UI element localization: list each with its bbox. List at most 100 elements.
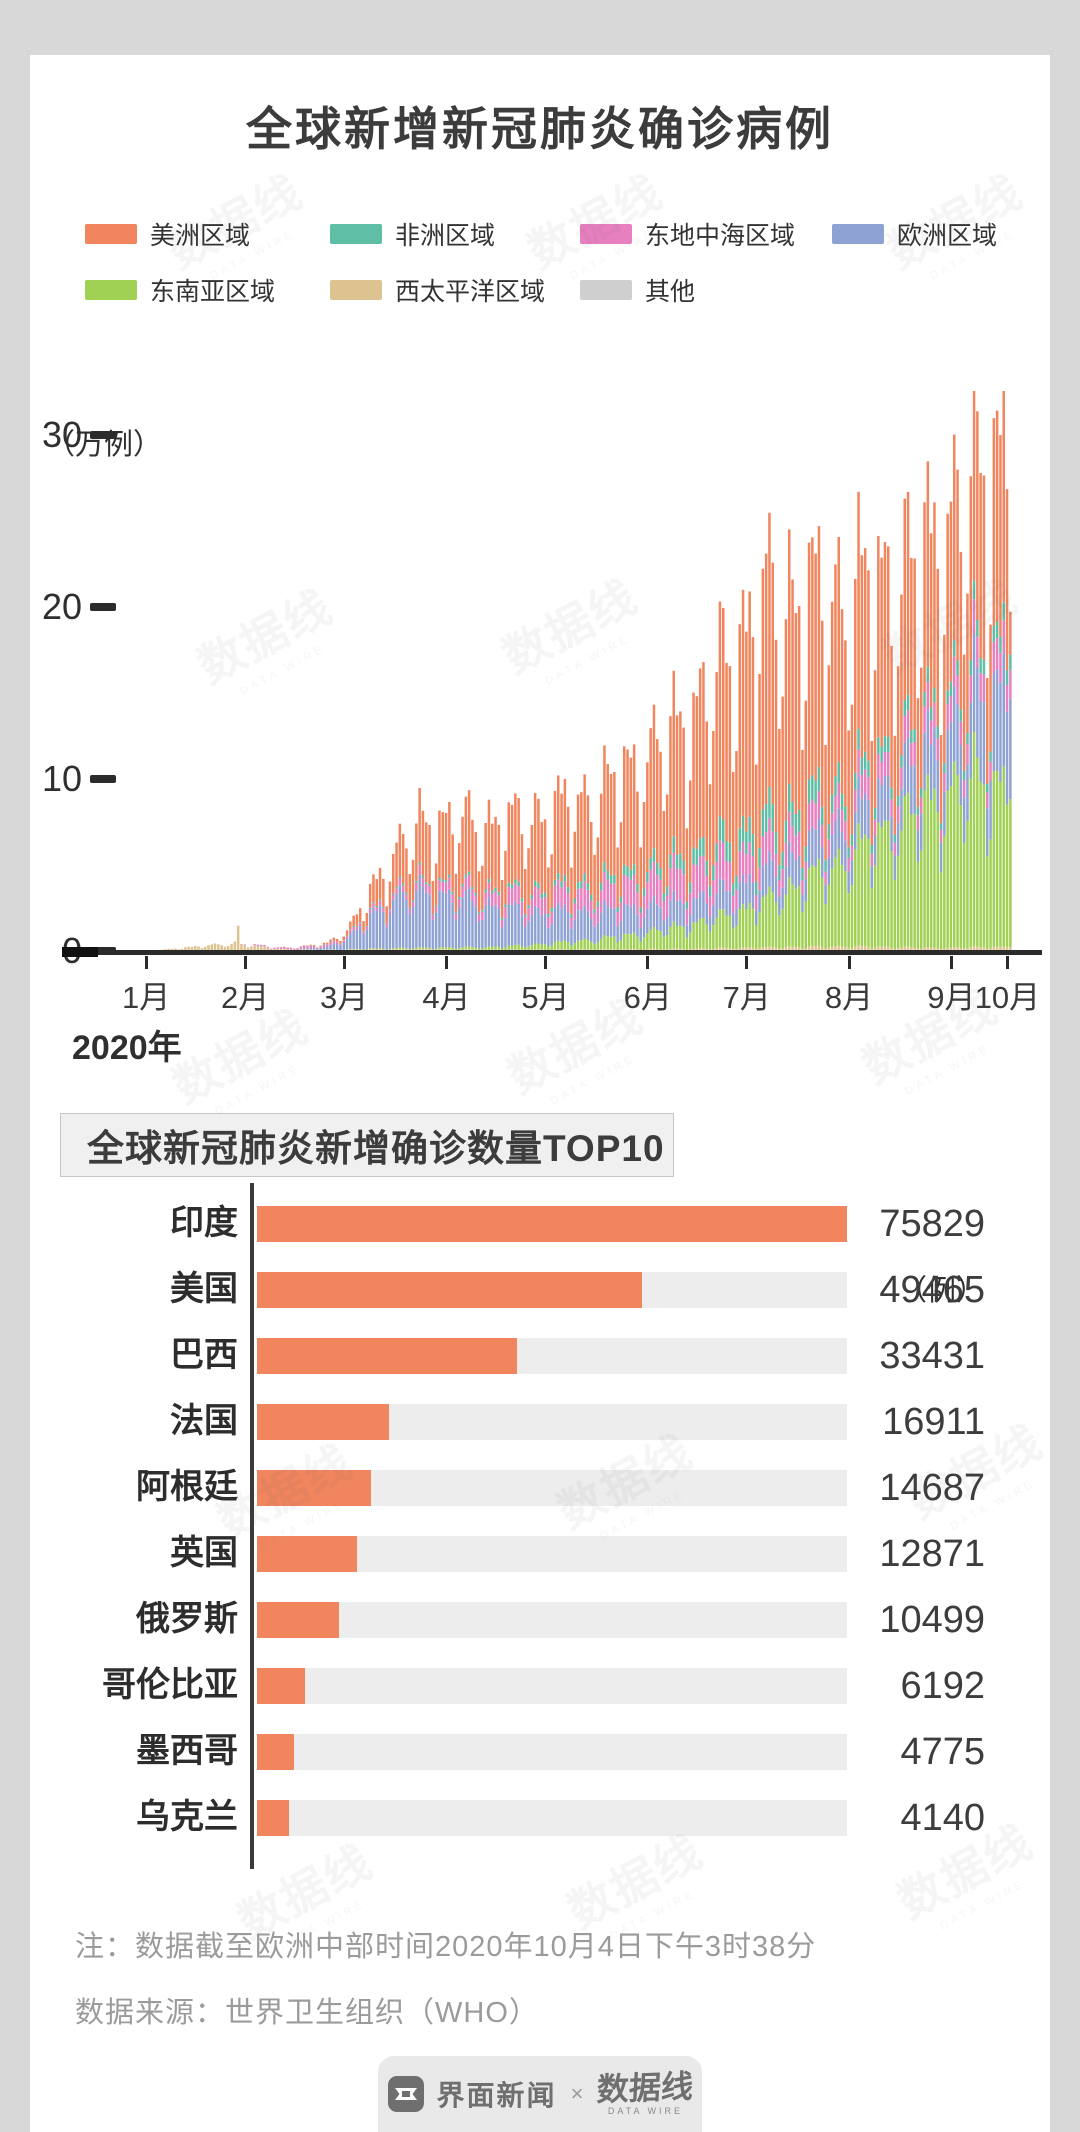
bar-segment bbox=[956, 774, 959, 948]
bar-segment bbox=[847, 857, 850, 872]
bar-segment bbox=[543, 892, 547, 898]
bar-segment bbox=[583, 905, 586, 939]
bar-segment bbox=[738, 947, 741, 951]
bar-segment bbox=[870, 844, 873, 854]
bar-segment bbox=[903, 498, 906, 701]
top10-title: 全球新冠肺炎新增确诊数量TOP10 bbox=[87, 1128, 665, 1169]
bar-segment bbox=[725, 948, 728, 951]
bar-fill bbox=[257, 1536, 358, 1572]
bar-fill bbox=[257, 1404, 389, 1440]
bar-segment bbox=[398, 947, 402, 949]
bar-segment bbox=[375, 905, 378, 907]
bar-segment bbox=[487, 878, 491, 883]
bar-segment bbox=[395, 842, 398, 887]
bar-segment bbox=[929, 720, 933, 745]
bar-segment bbox=[725, 890, 728, 916]
bar-segment bbox=[543, 914, 547, 945]
bar-segment bbox=[514, 793, 517, 880]
bar-segment bbox=[669, 854, 672, 869]
bar-segment bbox=[656, 930, 659, 949]
bar-segment bbox=[748, 903, 751, 948]
bar-segment bbox=[520, 834, 524, 899]
bar-segment bbox=[444, 880, 448, 883]
bar-segment bbox=[520, 898, 524, 902]
bar-segment bbox=[824, 871, 827, 885]
bar-segment bbox=[609, 908, 613, 937]
bar-segment bbox=[527, 946, 530, 950]
bar-segment bbox=[368, 883, 372, 908]
bar-segment bbox=[972, 599, 976, 635]
bar-segment bbox=[527, 905, 530, 909]
bar-segment bbox=[639, 847, 642, 908]
bar-segment bbox=[461, 816, 464, 885]
bar-segment bbox=[758, 912, 761, 949]
bar-segment bbox=[900, 755, 903, 768]
bar-segment bbox=[368, 907, 372, 909]
bar-segment bbox=[639, 907, 642, 914]
bar-segment bbox=[590, 941, 593, 950]
bar-segment bbox=[504, 850, 507, 905]
bar-segment bbox=[1002, 377, 1005, 603]
bar-segment bbox=[949, 947, 953, 951]
top10-row: 巴西 33431 bbox=[30, 1336, 1050, 1375]
bar-segment bbox=[467, 874, 471, 889]
bar-segment bbox=[441, 881, 444, 892]
bar-segment bbox=[619, 920, 623, 941]
bar-segment bbox=[662, 810, 666, 894]
bar-segment bbox=[695, 849, 699, 866]
bar-segment bbox=[804, 846, 807, 862]
bar-segment bbox=[854, 789, 857, 813]
bar-segment bbox=[223, 946, 227, 951]
bar-segment bbox=[827, 947, 831, 951]
bar-segment bbox=[623, 864, 626, 875]
bar-segment bbox=[811, 945, 814, 951]
bar-segment bbox=[873, 670, 877, 808]
bar-segment bbox=[745, 631, 748, 832]
bar-segment bbox=[712, 905, 715, 926]
bar-segment bbox=[929, 533, 933, 708]
bar-segment bbox=[827, 839, 831, 858]
bar-segment bbox=[355, 914, 359, 926]
bar-segment bbox=[903, 742, 906, 797]
bar-segment bbox=[524, 916, 527, 927]
bar-segment bbox=[167, 948, 171, 951]
bar-segment bbox=[804, 878, 807, 902]
bar-segment bbox=[962, 780, 966, 798]
bar-segment bbox=[596, 837, 600, 902]
bar-segment bbox=[471, 947, 474, 950]
bar-segment bbox=[474, 832, 477, 893]
bar-segment bbox=[613, 908, 616, 937]
bar-segment bbox=[194, 945, 197, 951]
bar-segment bbox=[837, 848, 840, 946]
value-label: 6192 bbox=[900, 1665, 985, 1707]
bar-segment bbox=[794, 835, 798, 860]
bar-segment bbox=[260, 944, 263, 947]
bar-segment bbox=[712, 925, 715, 949]
bar-segment bbox=[913, 558, 916, 729]
bar-segment bbox=[547, 867, 550, 914]
bar-segment bbox=[959, 744, 963, 806]
bar-segment bbox=[764, 553, 768, 804]
bar-segment bbox=[969, 947, 972, 951]
bar-segment bbox=[774, 902, 778, 948]
bar-segment bbox=[434, 905, 438, 907]
bar-segment bbox=[847, 893, 850, 949]
bar-segment bbox=[821, 806, 824, 826]
bar-fill bbox=[257, 1668, 306, 1704]
bar-segment bbox=[596, 942, 600, 950]
bar-segment bbox=[844, 840, 847, 872]
bar-segment bbox=[665, 895, 669, 917]
bar-segment bbox=[401, 885, 405, 892]
x-tick-mark bbox=[144, 956, 148, 969]
bar-segment bbox=[877, 778, 880, 823]
bar-segment bbox=[326, 942, 329, 945]
bar-segment bbox=[438, 878, 441, 881]
bar-segment bbox=[362, 933, 365, 950]
bar-segment bbox=[929, 707, 933, 721]
bar-segment bbox=[266, 946, 270, 948]
bar-segment bbox=[553, 941, 557, 950]
bar-segment bbox=[999, 781, 1002, 947]
bar-segment bbox=[887, 546, 890, 737]
bar-segment bbox=[708, 896, 712, 917]
bar-segment bbox=[722, 947, 725, 951]
